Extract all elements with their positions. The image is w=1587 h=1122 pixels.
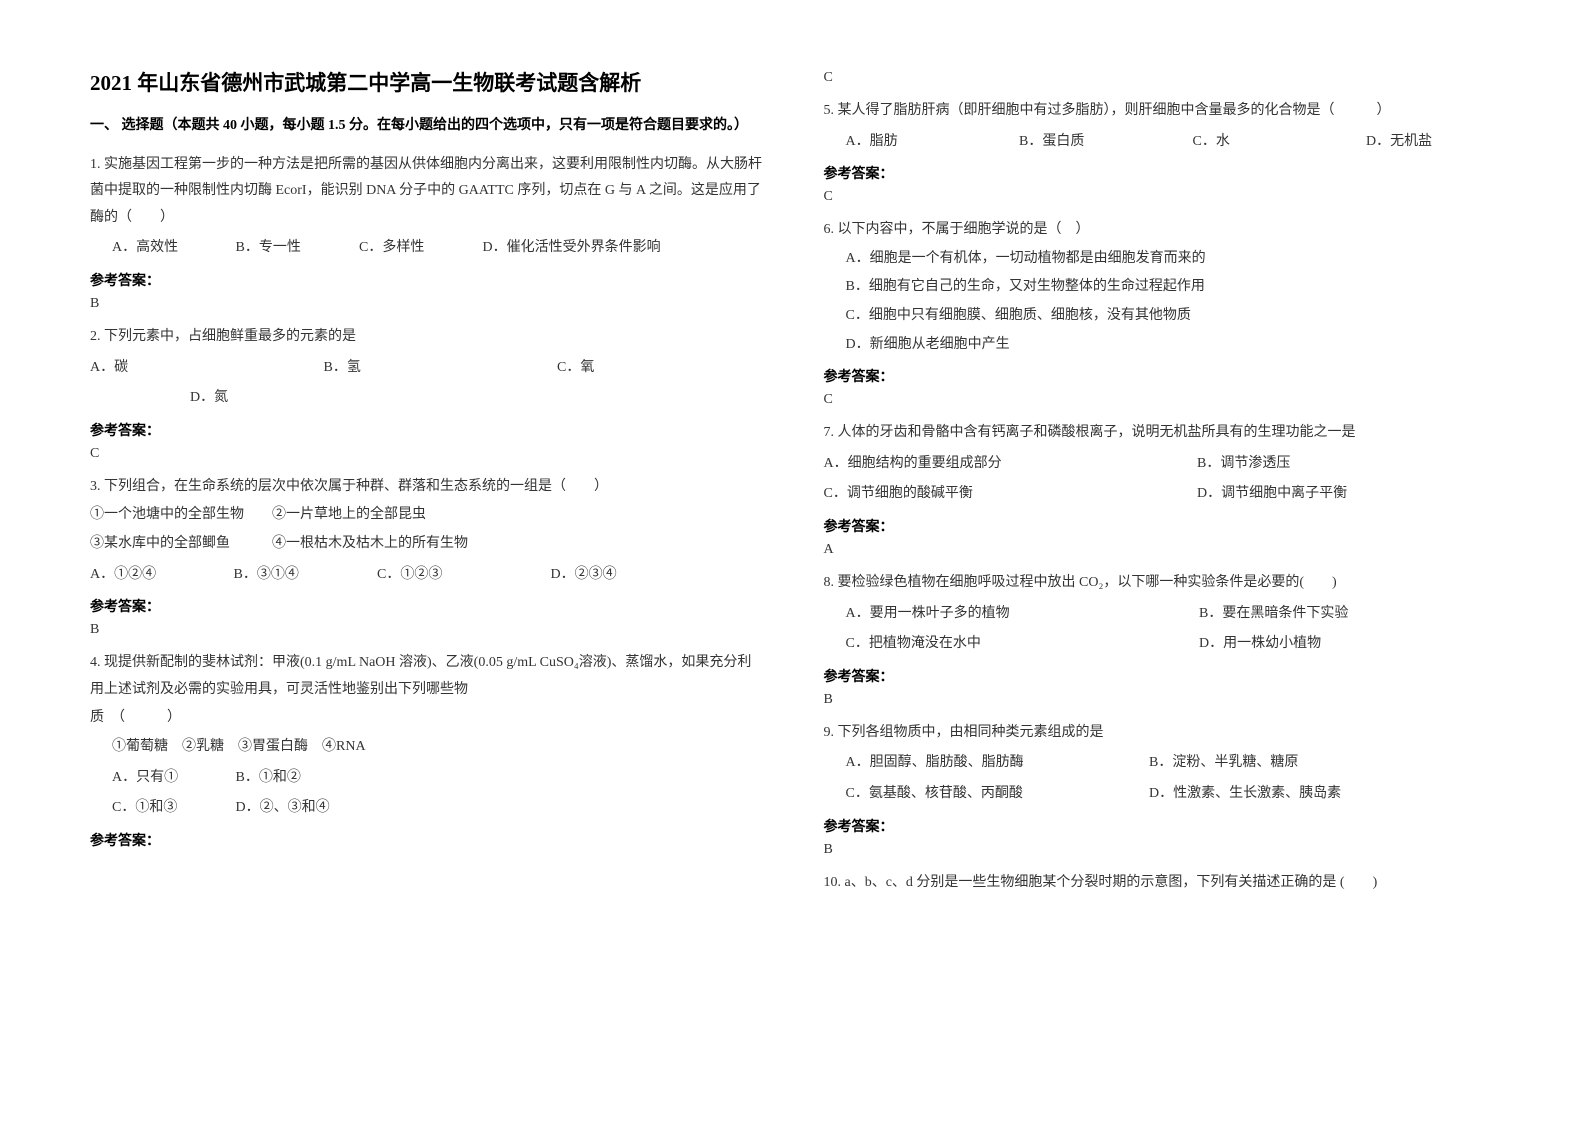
- q7-answer: A: [824, 542, 1498, 558]
- q7-opt-c: C．调节细胞的酸碱平衡: [824, 481, 1194, 508]
- q5-opt-d: D．无机盐: [1366, 129, 1432, 156]
- q4-opt-b: B．①和②: [236, 765, 301, 792]
- q2-opt-d: D．氮: [190, 385, 228, 412]
- q9-options-row2: C．氨基酸、核苷酸、丙酮酸 D．性激素、生长激素、胰岛素: [846, 781, 1498, 808]
- q8-opt-d: D．用一株幼小植物: [1199, 631, 1321, 658]
- q4-stem2: 质 （ ）: [90, 705, 764, 732]
- q3-line1: ①一个池塘中的全部生物 ②一片草地上的全部昆虫: [90, 502, 764, 529]
- q6-stem: 6. 以下内容中，不属于细胞学说的是（ ）: [824, 217, 1498, 244]
- q8-opt-a: A．要用一株叶子多的植物: [846, 601, 1196, 628]
- q2-opt-b: B．氢: [324, 355, 554, 382]
- q9-opt-a: A．胆固醇、脂肪酸、脂肪酶: [846, 750, 1146, 777]
- q7-opt-d: D．调节细胞中离子平衡: [1197, 481, 1347, 508]
- q2-stem: 2. 下列元素中，占细胞鲜重最多的元素的是: [90, 324, 764, 351]
- q9-answer-label: 参考答案：: [824, 816, 1498, 836]
- q4-line1: ①葡萄糖 ②乳糖 ③胃蛋白酶 ④RNA: [112, 734, 764, 761]
- q1-stem: 1. 实施基因工程第一步的一种方法是把所需的基因从供体细胞内分离出来，这要利用限…: [90, 152, 764, 232]
- q9-answer: B: [824, 842, 1498, 858]
- exam-title: 2021 年山东省德州市武城第二中学高一生物联考试题含解析: [90, 70, 764, 97]
- page: 2021 年山东省德州市武城第二中学高一生物联考试题含解析 一、 选择题（本题共…: [0, 0, 1587, 1122]
- q7-answer-label: 参考答案：: [824, 516, 1498, 536]
- q4-stem: 4. 现提供新配制的斐林试剂：甲液(0.1 g/mL NaOH 溶液)、乙液(0…: [90, 650, 764, 703]
- section-1-heading: 一、 选择题（本题共 40 小题，每小题 1.5 分。在每小题给出的四个选项中，…: [90, 115, 764, 137]
- q6-answer: C: [824, 392, 1498, 408]
- q1-opt-d: D．催化活性受外界条件影响: [483, 235, 661, 262]
- q2-options-row1: A．碳 B．氢 C．氧: [90, 355, 764, 382]
- q7-options-row2: C．调节细胞的酸碱平衡 D．调节细胞中离子平衡: [824, 481, 1498, 508]
- q8-answer: B: [824, 692, 1498, 708]
- q5-opt-c: C．水: [1193, 129, 1363, 156]
- q5-options: A．脂肪 B．蛋白质 C．水 D．无机盐: [846, 129, 1498, 156]
- q6-opt-b: B．细胞有它自己的生命，又对生物整体的生命过程起作用: [846, 274, 1498, 301]
- q1-answer: B: [90, 296, 764, 312]
- q1-answer-label: 参考答案：: [90, 270, 764, 290]
- q5-stem: 5. 某人得了脂肪肝病（即肝细胞中有过多脂肪），则肝细胞中含量最多的化合物是（ …: [824, 98, 1498, 125]
- q4-opt-d: D．②、③和④: [236, 795, 330, 822]
- q8-opt-b: B．要在黑暗条件下实验: [1199, 601, 1348, 628]
- q4-opt-a: A．只有①: [112, 765, 232, 792]
- q2-opt-c: C．氧: [557, 355, 594, 382]
- q3-answer: B: [90, 622, 764, 638]
- q6-opt-c: C．细胞中只有细胞膜、细胞质、细胞核，没有其他物质: [846, 303, 1498, 330]
- q2-opt-a: A．碳: [90, 355, 320, 382]
- q2-answer-label: 参考答案：: [90, 420, 764, 440]
- q8-answer-label: 参考答案：: [824, 666, 1498, 686]
- q8-opt-c: C．把植物淹没在水中: [846, 631, 1196, 658]
- q3-answer-label: 参考答案：: [90, 596, 764, 616]
- q2-answer: C: [90, 446, 764, 462]
- q7-opt-b: B．调节渗透压: [1197, 451, 1290, 478]
- q9-opt-b: B．淀粉、半乳糖、糖原: [1149, 750, 1298, 777]
- q3-opt-a: A．①②④: [90, 562, 230, 589]
- q5-opt-b: B．蛋白质: [1019, 129, 1189, 156]
- q9-options-row1: A．胆固醇、脂肪酸、脂肪酶 B．淀粉、半乳糖、糖原: [846, 750, 1498, 777]
- q9-opt-c: C．氨基酸、核苷酸、丙酮酸: [846, 781, 1146, 808]
- q4-options-row2: C．①和③ D．②、③和④: [112, 795, 764, 822]
- q7-options-row1: A．细胞结构的重要组成部分 B．调节渗透压: [824, 451, 1498, 478]
- q5-opt-a: A．脂肪: [846, 129, 1016, 156]
- q8-options-row2: C．把植物淹没在水中 D．用一株幼小植物: [846, 631, 1498, 658]
- q5-answer-label: 参考答案：: [824, 163, 1498, 183]
- q8-options-row1: A．要用一株叶子多的植物 B．要在黑暗条件下实验: [846, 601, 1498, 628]
- right-column: C 5. 某人得了脂肪肝病（即肝细胞中有过多脂肪），则肝细胞中含量最多的化合物是…: [794, 70, 1498, 1082]
- left-column: 2021 年山东省德州市武城第二中学高一生物联考试题含解析 一、 选择题（本题共…: [90, 70, 794, 1082]
- q3-line2: ③某水库中的全部鲫鱼 ④一根枯木及枯木上的所有生物: [90, 531, 764, 558]
- q3-stem: 3. 下列组合，在生命系统的层次中依次属于种群、群落和生态系统的一组是（ ）: [90, 474, 764, 501]
- q4-opt-c: C．①和③: [112, 795, 232, 822]
- q6-opt-a: A．细胞是一个有机体，一切动植物都是由细胞发育而来的: [846, 246, 1498, 273]
- q4-options-row1: A．只有① B．①和②: [112, 765, 764, 792]
- q3-options: A．①②④ B．③①④ C．①②③ D．②③④: [90, 562, 764, 589]
- q6-opt-d: D．新细胞从老细胞中产生: [846, 332, 1498, 359]
- q5-answer: C: [824, 189, 1498, 205]
- q9-stem: 9. 下列各组物质中，由相同种类元素组成的是: [824, 720, 1498, 747]
- q1-opt-c: C．多样性: [359, 235, 479, 262]
- q4-answer-label: 参考答案：: [90, 830, 764, 850]
- q1-options: A．高效性 B．专一性 C．多样性 D．催化活性受外界条件影响: [112, 235, 764, 262]
- q4-answer: C: [824, 70, 1498, 86]
- q6-answer-label: 参考答案：: [824, 366, 1498, 386]
- q3-opt-d: D．②③④: [551, 562, 617, 589]
- q3-opt-b: B．③①④: [234, 562, 374, 589]
- q9-opt-d: D．性激素、生长激素、胰岛素: [1149, 781, 1341, 808]
- q1-opt-b: B．专一性: [236, 235, 356, 262]
- q7-opt-a: A．细胞结构的重要组成部分: [824, 451, 1194, 478]
- q10-stem: 10. a、b、c、d 分别是一些生物细胞某个分裂时期的示意图，下列有关描述正确…: [824, 870, 1498, 897]
- q7-stem: 7. 人体的牙齿和骨骼中含有钙离子和磷酸根离子，说明无机盐所具有的生理功能之一是: [824, 420, 1498, 447]
- q2-options-row2: D．氮: [190, 385, 764, 412]
- q8-stem: 8. 要检验绿色植物在细胞呼吸过程中放出 CO₂，以下哪一种实验条件是必要的( …: [824, 570, 1498, 597]
- q3-opt-c: C．①②③: [377, 562, 547, 589]
- q1-opt-a: A．高效性: [112, 235, 232, 262]
